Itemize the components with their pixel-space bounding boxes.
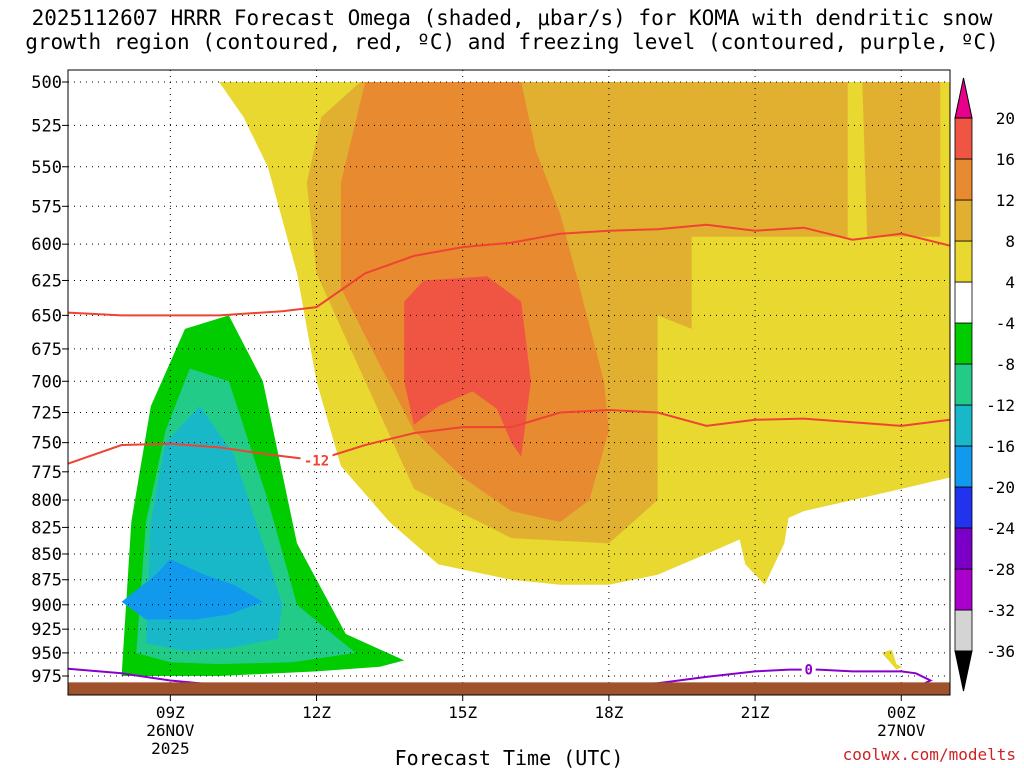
- credit-text: coolwx.com/modelts: [843, 745, 1016, 764]
- colorbar-label: -12: [986, 396, 1015, 415]
- omega-region-pos8: [862, 82, 941, 237]
- time-tick-label: 09Z: [156, 703, 185, 722]
- pressure-tick-label: 925: [31, 620, 62, 640]
- pressure-tick-label: 825: [31, 518, 62, 538]
- omega-region-neg4: [696, 678, 746, 684]
- freezing-level-label: 0: [804, 663, 812, 679]
- pressure-tick-label: 675: [31, 340, 62, 360]
- colorbar-label: -32: [986, 601, 1015, 620]
- colorbar-label: -8: [996, 355, 1015, 374]
- dgz-contour-line: [68, 223, 950, 317]
- colorbar-bin: [954, 322, 973, 365]
- omega-region-neg4: [891, 643, 916, 672]
- pressure-tick-label: 625: [31, 271, 62, 291]
- colorbar-bin: [954, 568, 973, 611]
- freezing-label-bg: [801, 661, 816, 677]
- colorbar-bin: [954, 609, 973, 652]
- pressure-tick-label: 850: [31, 545, 62, 565]
- pressure-tick-label: 700: [31, 372, 62, 392]
- colorbar-bin: [954, 404, 973, 447]
- colorbar: -36 -32 -28 -24 -20 -16 -12 -8 -4 4 8 12 16 20: [954, 77, 1015, 692]
- pressure-tick-label: 775: [31, 463, 62, 483]
- omega-region-pos4: [730, 301, 799, 585]
- time-tick-label: 12Z: [302, 703, 331, 722]
- pressure-tick-label: 600: [31, 235, 62, 255]
- x-axis-label: Forecast Time (UTC): [395, 746, 624, 768]
- colorbar-bin: [954, 363, 973, 406]
- dgz-contour-label-bg: [300, 452, 333, 469]
- colorbar-label: -4: [996, 314, 1015, 333]
- time-tick-label: 18Z: [594, 703, 623, 722]
- pressure-tick-label: 875: [31, 571, 62, 591]
- ground-strip: [68, 682, 950, 695]
- colorbar-bin: [954, 486, 973, 529]
- colorbar-bin: [954, 240, 973, 283]
- chart-title-line-1: 2025112607 HRRR Forecast Omega (shaded, …: [31, 6, 993, 30]
- grid: [68, 70, 950, 695]
- pressure-tick-label: 500: [31, 73, 62, 93]
- pressure-tick-label: 575: [31, 197, 62, 217]
- colorbar-bin: [954, 158, 973, 201]
- pressure-tick-label: 650: [31, 306, 62, 326]
- time-tick-label: 15Z: [448, 703, 477, 722]
- colorbar-label: 16: [996, 150, 1015, 169]
- pressure-tick-label: 900: [31, 596, 62, 616]
- omega-shading: [97, 82, 950, 686]
- plot-frame: [67, 69, 951, 696]
- colorbar-bin: [954, 117, 973, 160]
- ground-surface: [68, 682, 950, 695]
- time-date-label: 26NOV: [146, 721, 195, 740]
- time-date-label: 27NOV: [877, 721, 926, 740]
- pressure-tick-label: 525: [31, 116, 62, 136]
- colorbar-label: 8: [1005, 232, 1015, 251]
- colorbar-label: -36: [986, 642, 1015, 661]
- colorbar-label: -24: [986, 519, 1015, 538]
- time-tick-label: 00Z: [887, 703, 916, 722]
- pressure-tick-label: 725: [31, 403, 62, 423]
- colorbar-bin: [954, 527, 973, 570]
- colorbar-bin: [954, 199, 973, 242]
- omega-region-pos16: [404, 276, 531, 457]
- colorbar-bin: [954, 281, 973, 324]
- colorbar-label: -28: [986, 560, 1015, 579]
- colorbar-bin: [954, 445, 973, 488]
- colorbar-label: 20: [996, 109, 1015, 128]
- colorbar-label: 12: [996, 191, 1015, 210]
- colorbar-label: -20: [986, 478, 1015, 497]
- pressure-tick-label: 800: [31, 491, 62, 511]
- chart-title: 2025112607 HRRR Forecast Omega (shaded, …: [0, 6, 1024, 54]
- pressure-tick-label: 550: [31, 158, 62, 178]
- time-tick-label: 21Z: [741, 703, 770, 722]
- pressure-tick-label: 950: [31, 644, 62, 664]
- colorbar-label: 4: [1005, 273, 1015, 292]
- pressure-tick-label: 750: [31, 434, 62, 454]
- freezing-level-line: [618, 668, 933, 688]
- chart-title-line-2: growth region (contoured, red, ºC) and f…: [25, 30, 999, 54]
- dgz-contour-line: [68, 408, 950, 465]
- colorbar-extend-low: [954, 650, 973, 692]
- colorbar-label: -16: [986, 437, 1015, 456]
- time-year-label: 2025: [151, 739, 190, 758]
- colorbar-extend-high: [954, 77, 973, 119]
- dgz-contour-label: -12: [304, 453, 329, 469]
- pressure-tick-label: 975: [31, 667, 62, 687]
- omega-region-neg20: [121, 559, 263, 620]
- pressure-axis: 500 525 550 575 600 625 650 675 700 725 750 775 800 8…: [31, 73, 68, 687]
